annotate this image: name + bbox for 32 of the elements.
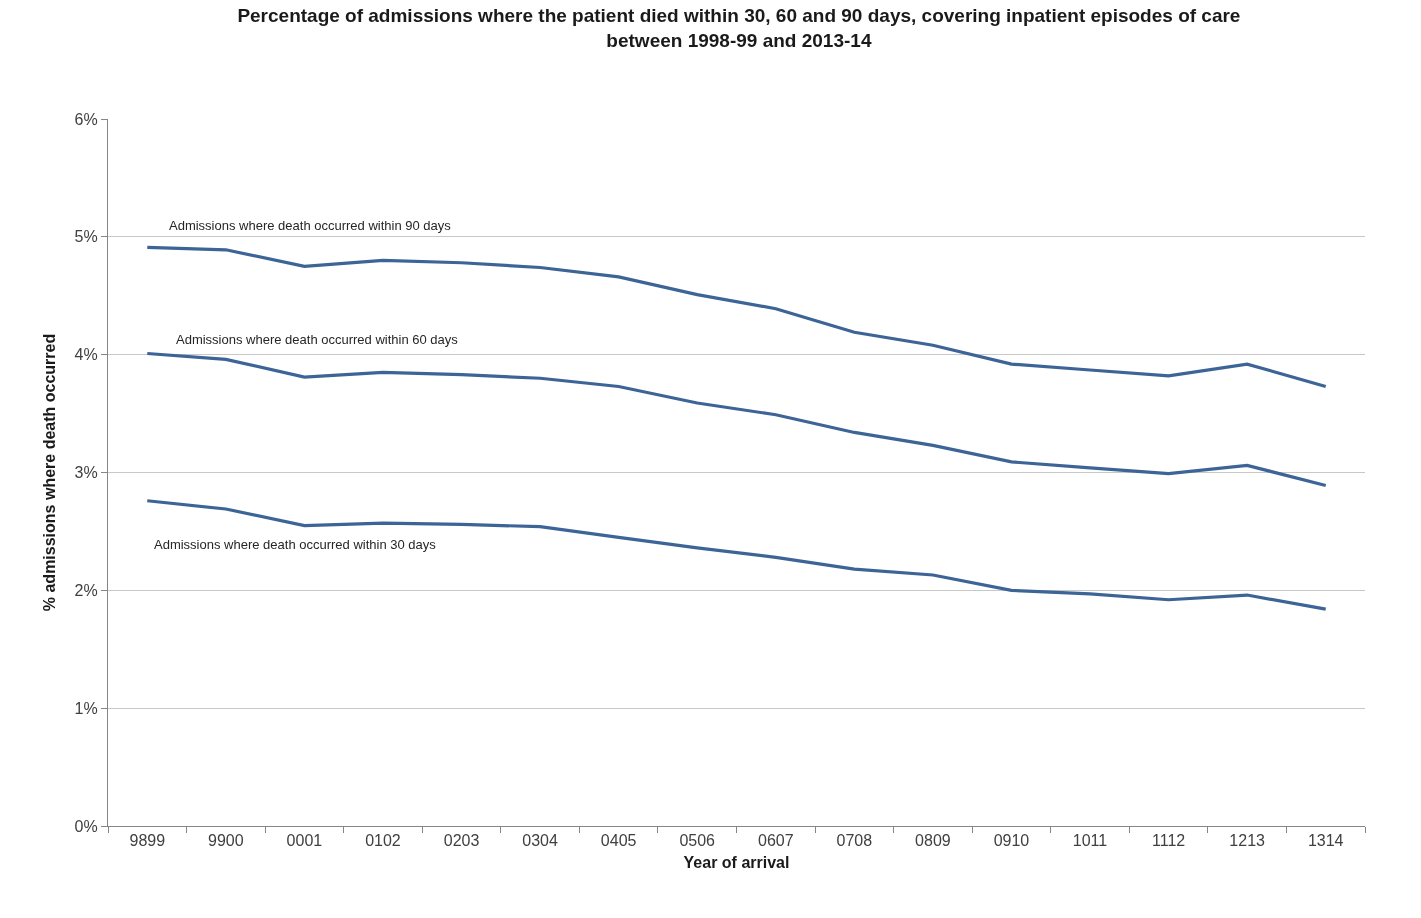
y-tick-label: 5% — [74, 228, 98, 246]
x-tick-label: 0708 — [836, 832, 873, 850]
series-label: Admissions where death occurred within 90 days — [169, 218, 452, 233]
x-tick-label: 1314 — [1307, 832, 1344, 850]
y-tick-label: 4% — [74, 346, 98, 364]
line-series — [145, 351, 1328, 488]
y-tick-label: 6% — [74, 110, 98, 128]
x-tick-label: 0203 — [443, 832, 480, 850]
x-tick-label: 0506 — [679, 832, 716, 850]
x-tick-label: 0910 — [993, 832, 1030, 850]
x-tick-label: 0405 — [600, 832, 637, 850]
x-tick-label: 9900 — [208, 832, 244, 850]
series-label: Admissions where death occurred within 30 days — [154, 537, 437, 552]
y-tick-label: 1% — [74, 699, 98, 717]
x-tick-label: 1213 — [1229, 832, 1266, 850]
chart-title: Percentage of admissions where the patient died within 30, 60 and 90 days, covering inpatient episodes of care between 1998-99 and 2013-14 — [237, 5, 1241, 51]
y-tick-label: 2% — [74, 581, 98, 599]
x-axis-title: Year of arrival — [683, 854, 790, 871]
y-tick-label: 0% — [74, 817, 98, 835]
x-tick-label: 0607 — [757, 832, 794, 850]
x-tick-label: 0001 — [286, 832, 323, 850]
y-axis-title: % admissions where death occurred — [41, 333, 59, 612]
x-tick-label: 1011 — [1072, 832, 1108, 850]
y-tick-label: 3% — [74, 464, 98, 482]
x-tick-label: 1112 — [1151, 832, 1186, 850]
line-series — [145, 245, 1328, 389]
x-tick-label: 0102 — [365, 832, 401, 850]
x-tick-label: 0809 — [915, 832, 951, 850]
x-tick-label: 9899 — [129, 832, 166, 850]
series-label: Admissions where death occurred within 60 days — [176, 332, 459, 347]
line-series — [145, 499, 1328, 611]
x-tick-label: 0304 — [522, 832, 558, 850]
